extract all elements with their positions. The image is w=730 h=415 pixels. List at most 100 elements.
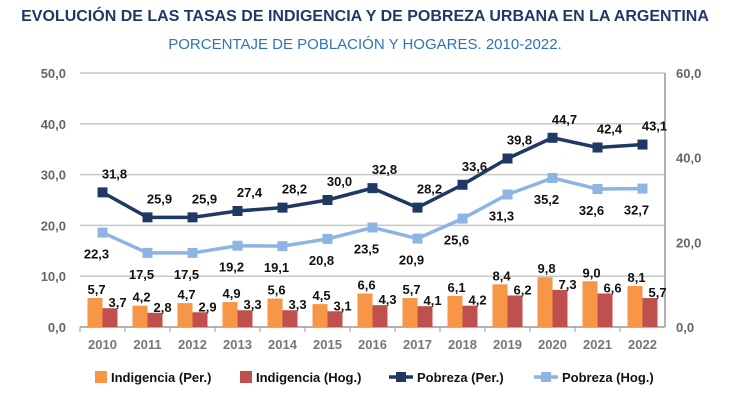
legend-swatch bbox=[240, 371, 252, 383]
marker bbox=[232, 206, 243, 217]
marker bbox=[367, 183, 378, 194]
legend-label: Pobreza (Hog.) bbox=[562, 370, 654, 385]
marker bbox=[637, 139, 648, 150]
data-label: 5,7 bbox=[88, 282, 106, 297]
y-left-tick-label: 40,0 bbox=[41, 117, 66, 132]
data-label: 28,2 bbox=[417, 182, 442, 197]
data-label: 6,6 bbox=[604, 280, 622, 295]
bar-indigencia-hog- bbox=[147, 312, 163, 327]
marker bbox=[502, 153, 513, 164]
data-label: 28,2 bbox=[282, 182, 307, 197]
data-label: 35,2 bbox=[534, 192, 559, 207]
data-label: 30,0 bbox=[327, 174, 352, 189]
data-label: 33,6 bbox=[462, 159, 487, 174]
y-left-tick-label: 0,0 bbox=[48, 320, 66, 335]
data-label: 2,9 bbox=[199, 299, 217, 314]
marker bbox=[232, 240, 243, 251]
data-label: 25,9 bbox=[192, 191, 217, 206]
marker bbox=[97, 227, 108, 238]
data-label: 27,4 bbox=[237, 185, 263, 200]
bar-indigencia-hog- bbox=[327, 311, 343, 327]
x-tick-label: 2011 bbox=[133, 337, 161, 352]
x-tick-label: 2015 bbox=[313, 337, 342, 352]
data-label: 3,1 bbox=[334, 298, 352, 313]
marker bbox=[187, 212, 198, 223]
data-label: 19,1 bbox=[264, 260, 289, 275]
y-right-tick-label: 0,0 bbox=[676, 320, 694, 335]
data-label: 25,9 bbox=[147, 191, 172, 206]
bar-indigencia-hog- bbox=[372, 305, 388, 327]
data-label: 4,5 bbox=[313, 288, 331, 303]
marker bbox=[142, 247, 153, 258]
x-tick-label: 2020 bbox=[538, 337, 567, 352]
bar-indigencia-hog- bbox=[642, 298, 658, 327]
bar-indigencia-per- bbox=[402, 298, 418, 327]
bar-indigencia-per- bbox=[627, 285, 643, 327]
y-left-tick-label: 20,0 bbox=[41, 218, 66, 233]
bar-indigencia-hog- bbox=[237, 310, 253, 327]
y-left-tick-label: 50,0 bbox=[41, 66, 66, 81]
marker bbox=[547, 132, 558, 143]
marker bbox=[367, 222, 378, 233]
data-label: 19,2 bbox=[219, 260, 244, 275]
data-label: 31,8 bbox=[102, 166, 127, 181]
bar-indigencia-hog- bbox=[462, 305, 478, 327]
marker bbox=[412, 202, 423, 213]
y-left-tick-label: 10,0 bbox=[41, 269, 66, 284]
legend-marker bbox=[541, 372, 551, 382]
data-label: 5,7 bbox=[403, 282, 421, 297]
data-label: 5,6 bbox=[268, 283, 286, 298]
marker bbox=[502, 189, 513, 200]
bar-indigencia-per- bbox=[582, 281, 598, 327]
bar-indigencia-per- bbox=[492, 284, 508, 327]
line-pobreza-per- bbox=[101, 135, 643, 220]
data-label: 23,5 bbox=[354, 242, 379, 257]
data-label: 3,3 bbox=[244, 297, 262, 312]
data-label: 3,7 bbox=[109, 295, 127, 310]
x-tick-label: 2013 bbox=[223, 337, 252, 352]
bar-indigencia-hog- bbox=[282, 310, 298, 327]
x-tick-label: 2014 bbox=[268, 337, 298, 352]
data-label: 4,2 bbox=[469, 293, 487, 308]
data-label: 5,7 bbox=[649, 285, 667, 300]
data-label: 20,8 bbox=[309, 253, 334, 268]
bar-indigencia-per- bbox=[132, 305, 148, 327]
data-label: 8,1 bbox=[628, 270, 646, 285]
data-label: 4,2 bbox=[133, 290, 151, 305]
data-label: 43,1 bbox=[642, 119, 667, 134]
data-label: 44,7 bbox=[552, 112, 577, 127]
x-tick-label: 2017 bbox=[403, 337, 432, 352]
data-label: 39,8 bbox=[507, 133, 532, 148]
bar-indigencia-per- bbox=[87, 298, 103, 327]
marker bbox=[97, 187, 108, 198]
marker bbox=[637, 183, 648, 194]
data-label: 25,6 bbox=[444, 233, 469, 248]
data-label: 32,8 bbox=[372, 162, 397, 177]
data-label: 4,1 bbox=[424, 293, 442, 308]
bar-indigencia-per- bbox=[357, 293, 373, 327]
legend-swatch bbox=[95, 371, 107, 383]
chart-title: EVOLUCIÓN DE LAS TASAS DE INDIGENCIA Y D… bbox=[21, 8, 709, 25]
y-right-tick-label: 20,0 bbox=[676, 235, 701, 250]
x-tick-label: 2010 bbox=[88, 337, 117, 352]
data-label: 17,5 bbox=[174, 267, 199, 282]
data-label: 9,8 bbox=[538, 261, 556, 276]
marker bbox=[412, 233, 423, 244]
data-label: 6,1 bbox=[448, 280, 466, 295]
x-tick-label: 2012 bbox=[178, 337, 207, 352]
bar-indigencia-hog- bbox=[102, 308, 118, 327]
data-label: 3,3 bbox=[289, 297, 307, 312]
x-tick-label: 2016 bbox=[358, 337, 387, 352]
data-label: 4,3 bbox=[379, 292, 397, 307]
y-left-tick-label: 30,0 bbox=[41, 168, 66, 183]
marker bbox=[592, 142, 603, 153]
x-tick-label: 2021 bbox=[583, 337, 612, 352]
data-label: 32,6 bbox=[579, 203, 604, 218]
data-label: 2,8 bbox=[154, 300, 172, 315]
marker bbox=[277, 202, 288, 213]
data-label: 7,3 bbox=[559, 277, 577, 292]
y-right-tick-label: 40,0 bbox=[676, 151, 701, 166]
chart-subtitle: PORCENTAJE DE POBLACIÓN Y HOGARES. 2010-… bbox=[168, 36, 562, 53]
bar-indigencia-hog- bbox=[507, 295, 523, 327]
